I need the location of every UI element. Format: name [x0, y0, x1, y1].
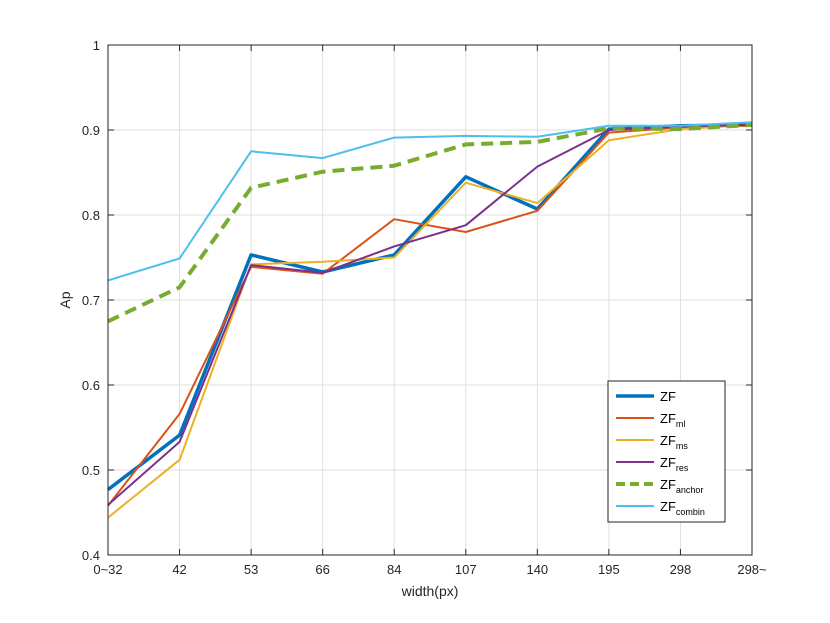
series-line-zf-ms	[107, 123, 753, 519]
y-tick-label: 0.5	[82, 463, 100, 478]
x-tick-label: 107	[455, 562, 477, 577]
axes	[107, 44, 753, 556]
x-axis-title: width(px)	[401, 583, 459, 599]
y-tick-label: 0.7	[82, 293, 100, 308]
series-lines	[106, 121, 753, 519]
y-tick-label: 0.8	[82, 208, 100, 223]
x-tick-label: 53	[244, 562, 258, 577]
legend-entry: ZFres	[660, 455, 689, 473]
x-tick-label: 140	[526, 562, 548, 577]
legend: ZF ZFml ZFms ZFres ZFanchor ZFcombin	[607, 380, 726, 523]
x-tick-label: 66	[315, 562, 329, 577]
legend-entry: ZFml	[660, 411, 685, 429]
series-line-zf-combin	[107, 121, 753, 282]
y-tick-label: 1	[93, 38, 100, 53]
x-tick-label: 0~32	[93, 562, 122, 577]
series-line-zf-ml	[107, 124, 753, 507]
x-tick-label: 298	[670, 562, 692, 577]
legend-entry: ZF	[660, 389, 676, 404]
y-tick-label: 0.4	[82, 548, 100, 563]
legend-entry: ZFanchor	[660, 477, 703, 495]
legend-box	[607, 380, 726, 523]
series-line-zf-res	[107, 123, 753, 506]
x-tick-label: 84	[387, 562, 401, 577]
tick-labels: 0~32 42 53 66 84 107 140 195 298 298~ 0.4 0.5 0.6 0.7…	[82, 38, 767, 577]
y-tick-label: 0.6	[82, 378, 100, 393]
y-tick-label: 0.9	[82, 123, 100, 138]
series-line-zf-anchor	[107, 122, 753, 324]
x-tick-label: 195	[598, 562, 620, 577]
legend-entry: ZFcombin	[660, 499, 705, 517]
legend-entry: ZFms	[660, 433, 688, 451]
x-tick-label: 298~	[737, 562, 767, 577]
y-axis-title: Ap	[57, 291, 73, 308]
x-tick-label: 42	[172, 562, 186, 577]
